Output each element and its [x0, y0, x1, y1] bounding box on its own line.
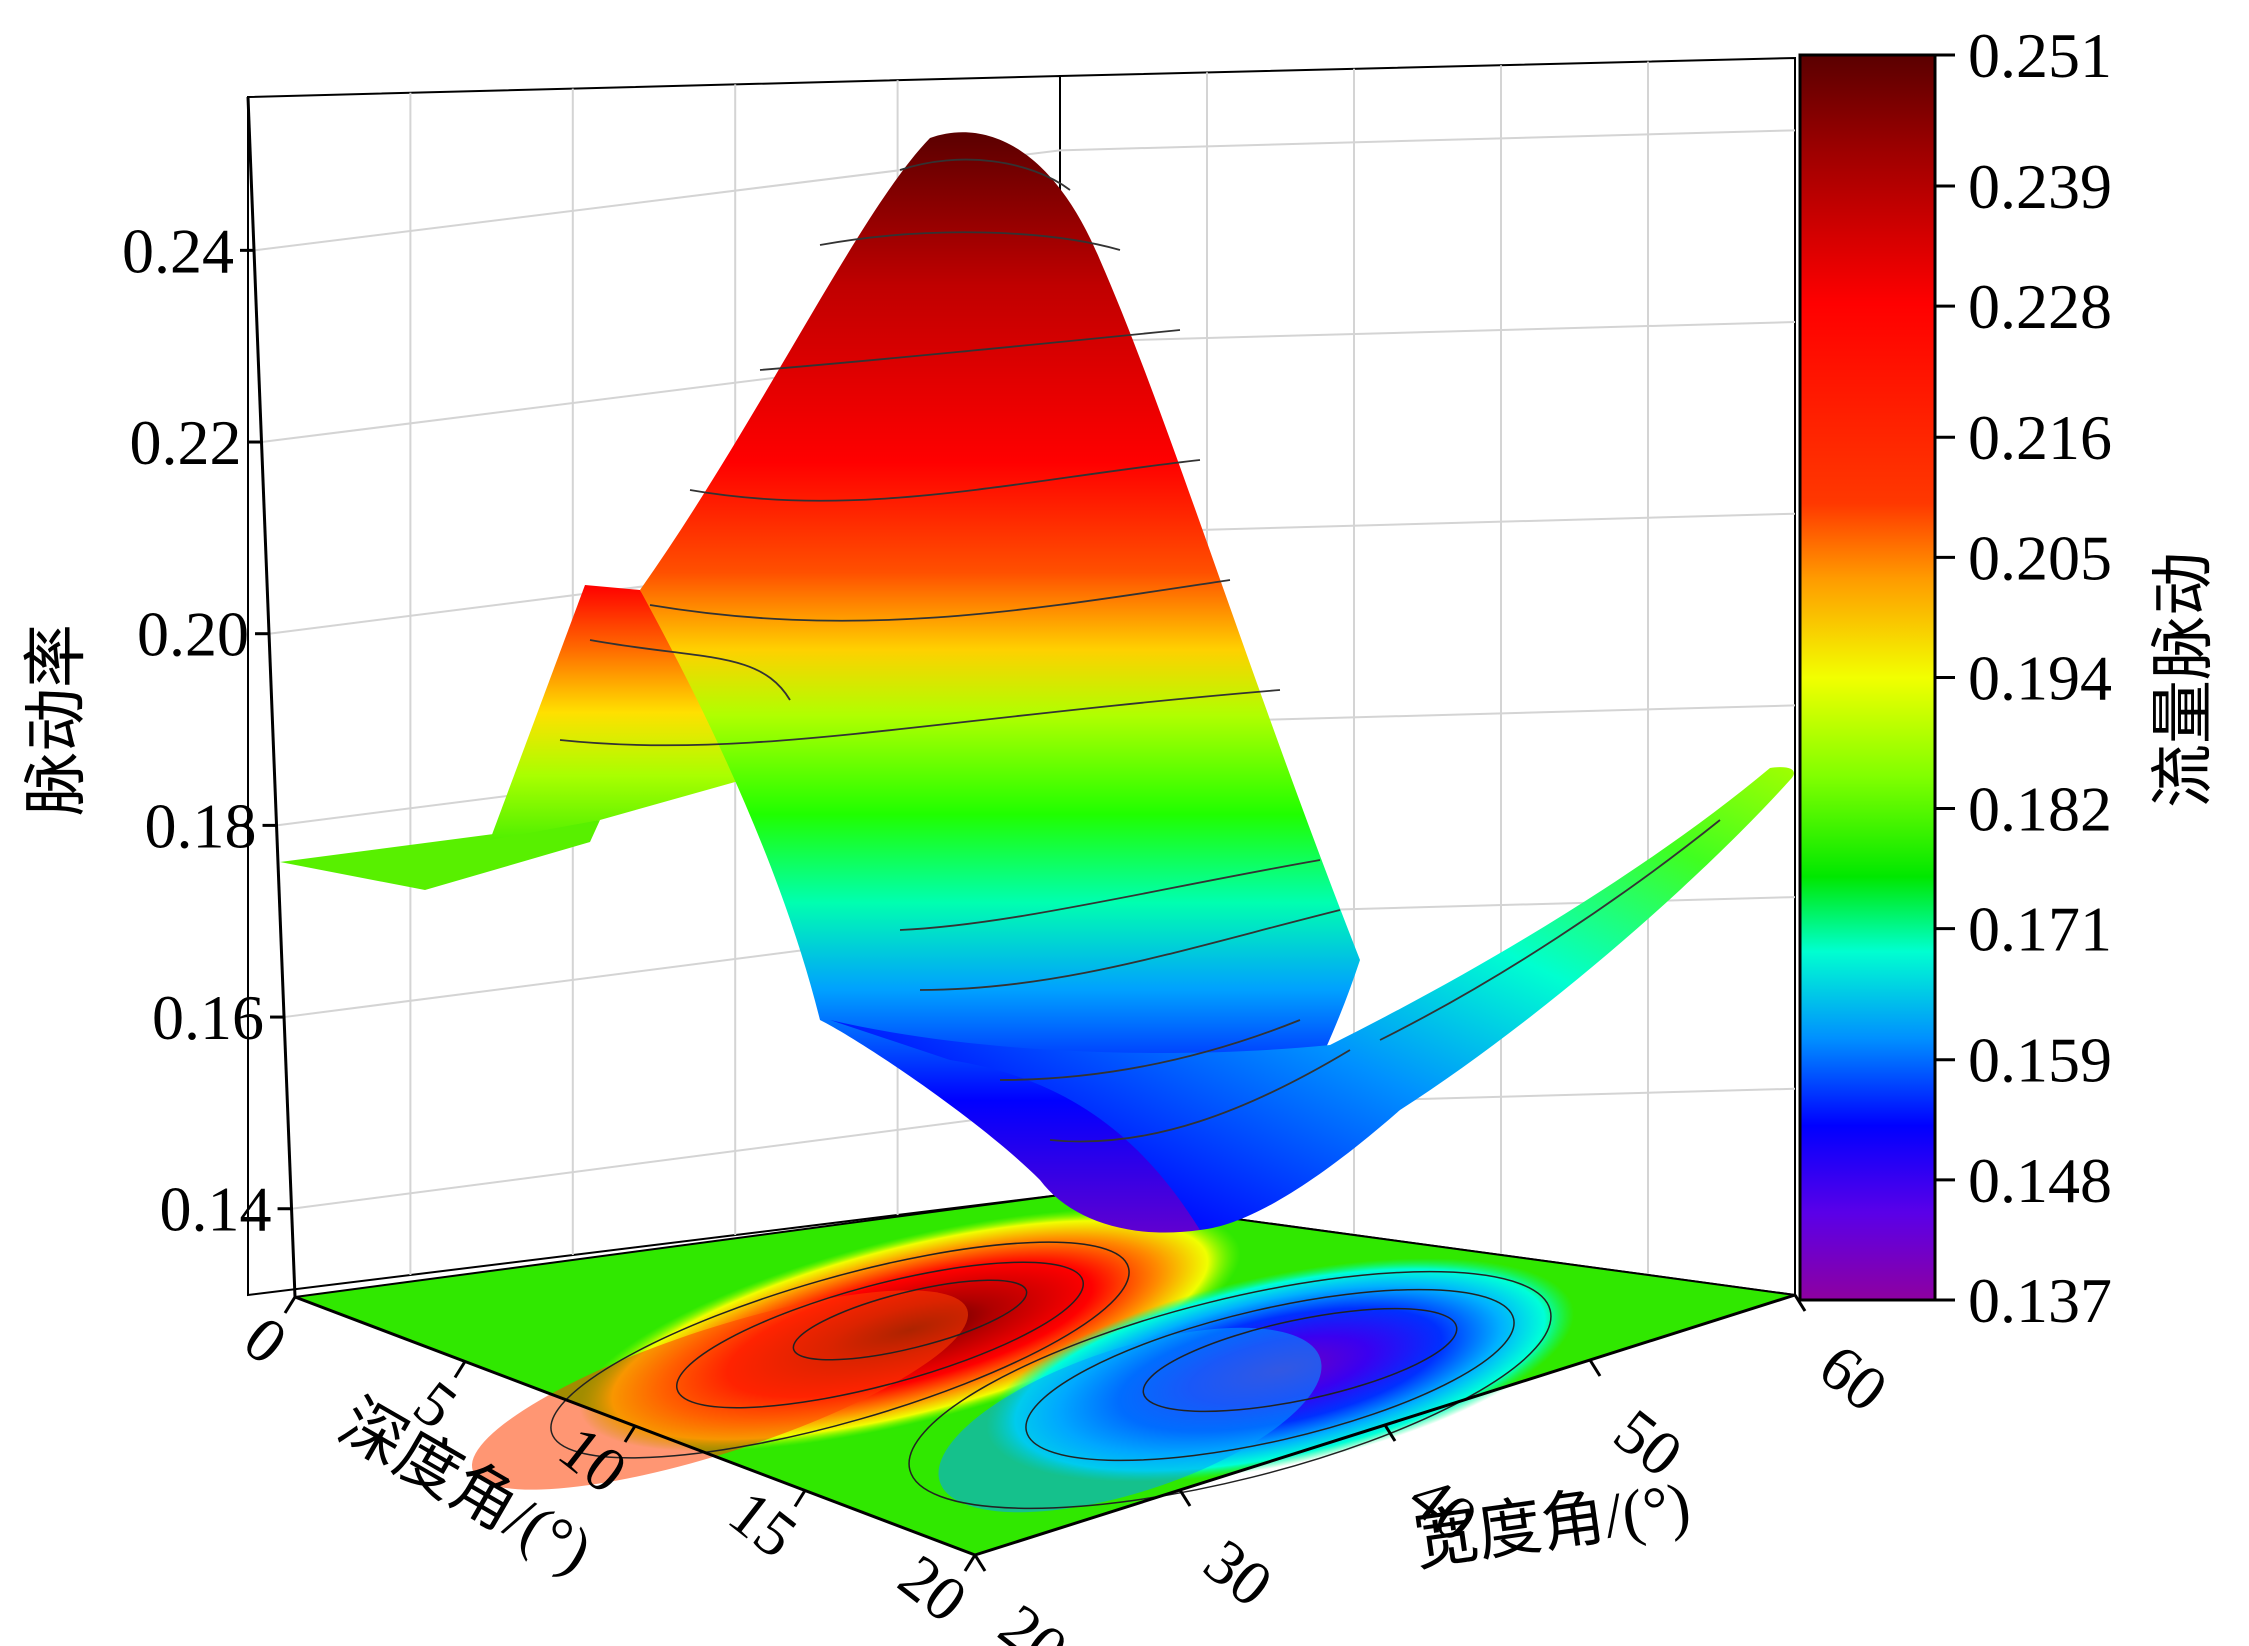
grid-line-z-left: [291, 1107, 1061, 1210]
z-axis-line: [246, 96, 297, 1298]
surface-left-flat: [280, 820, 600, 890]
surface-plot: [280, 132, 1794, 1233]
colorbar-tick-label: 0.239: [1968, 151, 2112, 222]
floor-hot-outer: [471, 1290, 969, 1490]
colorbar-tick-label: 0.251: [1968, 20, 2112, 91]
y-tick-mark: [1383, 1424, 1397, 1442]
z-tick-label: 0.24: [122, 215, 234, 286]
colorbar-tick-label: 0.159: [1968, 1025, 2112, 1096]
y-tick-label: 20: [986, 1590, 1080, 1646]
colorbar-tick-label: 0.171: [1968, 894, 2112, 965]
x-tick-label: 0: [231, 1302, 300, 1378]
x-tick-mark: [963, 1554, 977, 1572]
surface-right-wing: [830, 767, 1794, 1230]
z-tick-label: 0.16: [152, 982, 264, 1053]
floor-cold-outer: [938, 1327, 1322, 1513]
surface-left-ridge: [490, 585, 760, 840]
x-tick-mark: [283, 1296, 297, 1314]
grid-line-z-right: [1059, 321, 1796, 344]
colorbar-tick-label: 0.205: [1968, 522, 2112, 593]
floor-contour-lines: [550, 1241, 1552, 1510]
y-tick-mark: [1793, 1294, 1807, 1312]
x-tick-mark: [793, 1489, 807, 1508]
y-tick-label: 30: [1191, 1525, 1285, 1620]
y-tick-label: 60: [1806, 1330, 1900, 1425]
colorbar-title: 流量脉动: [2148, 552, 2219, 808]
x-tick-mark: [623, 1425, 637, 1443]
x-tick-mark: [453, 1360, 467, 1379]
z-axis: 0.14 0.16 0.18 0.20 0.22 0.24: [122, 96, 297, 1298]
colorbar-tick-label: 0.182: [1968, 774, 2112, 845]
z-tick-label: 0.20: [137, 599, 249, 670]
colorbar-gradient: [1798, 53, 1937, 1302]
colorbar-tick-label: 0.137: [1968, 1265, 2112, 1336]
colorbar-tick-label: 0.194: [1968, 643, 2112, 714]
x-tick-label: 20: [886, 1541, 980, 1636]
z-tick-label: 0.14: [160, 1174, 272, 1245]
surface-main-ridge: [640, 132, 1360, 1233]
surface-contour-lines: [559, 158, 1721, 1143]
y-tick-mark: [973, 1554, 987, 1572]
colorbar-tick-label: 0.216: [1968, 402, 2112, 473]
grid-line-z-right: [1059, 129, 1796, 152]
z-tick-label: 0.22: [130, 407, 242, 478]
floor-contour-map: [294, 1193, 1796, 1557]
x-tick-label: 15: [716, 1476, 810, 1571]
y-tick-mark: [1178, 1489, 1192, 1507]
y-tick-mark: [1588, 1359, 1602, 1377]
colorbar-tick-label: 0.228: [1968, 271, 2112, 342]
z-axis-title: 脉动率: [21, 624, 92, 816]
z-tick-label: 0.18: [145, 790, 257, 861]
colorbar-ticks: 0.251 0.239 0.228 0.216 0.205 0.194 0.182 0.171…: [1935, 20, 2112, 1336]
colorbar: 0.251 0.239 0.228 0.216 0.205 0.194 0.182 0.171…: [1798, 20, 2219, 1336]
colorbar-tick-label: 0.148: [1968, 1145, 2112, 1216]
